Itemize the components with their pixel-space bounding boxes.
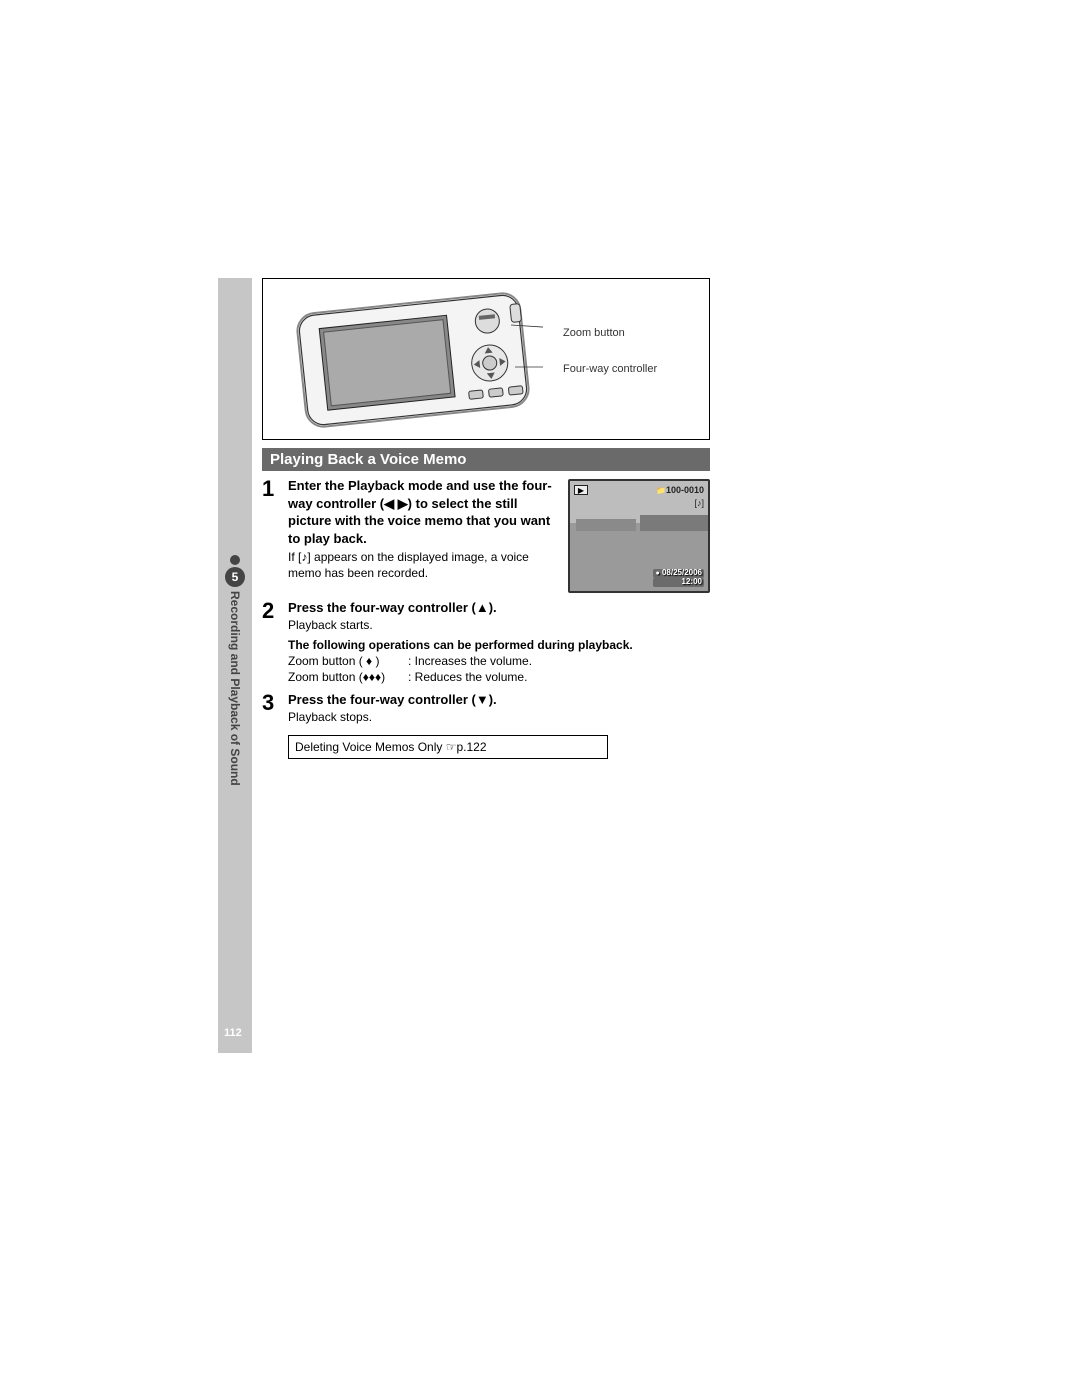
zoom-out-row: Zoom button (♦♦♦) : Reduces the volume. xyxy=(288,669,710,685)
step-2-sub1: Playback starts. xyxy=(288,617,710,633)
step-2-ops-heading: The following operations can be performe… xyxy=(288,637,710,653)
step-3: 3 Press the four-way controller (▼). Pla… xyxy=(262,691,710,725)
step-1-note: If [♪] appears on the displayed image, a… xyxy=(288,549,562,581)
reference-box: Deleting Voice Memos Only ☞p.122 xyxy=(288,735,608,759)
camera-illustration xyxy=(283,285,543,435)
lcd-scene-building-1 xyxy=(576,519,636,531)
camera-diagram-box: Zoom button Four-way controller xyxy=(262,278,710,440)
playback-mode-icon: ▶ xyxy=(574,485,588,495)
voice-memo-icon: [♪] xyxy=(694,497,704,509)
page-number: 112 xyxy=(224,1027,242,1039)
step-1-note-pre: If xyxy=(288,550,298,564)
voice-memo-glyph-icon: [♪] xyxy=(298,550,311,564)
zoom-in-label: Zoom button ( ♦ ) xyxy=(288,653,408,669)
lcd-preview: ▶ 📁100-0010 [♪] ● 08/25/2006 12:00 xyxy=(568,479,710,593)
step-1-title: Enter the Playback mode and use the four… xyxy=(288,477,562,547)
step-2: 2 Press the four-way controller (▲). Pla… xyxy=(262,599,710,685)
lcd-scene-building-2 xyxy=(640,515,708,531)
step-3-sub1: Playback stops. xyxy=(288,709,710,725)
step-3-number: 3 xyxy=(262,691,288,725)
step-3-title: Press the four-way controller (▼). xyxy=(288,691,710,709)
main-content: Zoom button Four-way controller Playing … xyxy=(262,278,710,759)
four-way-label: Four-way controller xyxy=(563,363,657,375)
step-1-number: 1 xyxy=(262,477,288,593)
zoom-in-action: : Increases the volume. xyxy=(408,653,532,669)
zoom-out-label: Zoom button (♦♦♦) xyxy=(288,669,408,685)
lcd-datetime: ● 08/25/2006 12:00 xyxy=(653,569,704,587)
chapter-badge: 5 Recording and Playback of Sound xyxy=(222,555,248,786)
lcd-date: 08/25/2006 xyxy=(662,568,702,577)
step-2-number: 2 xyxy=(262,599,288,685)
step-2-title: Press the four-way controller (▲). xyxy=(288,599,710,617)
lcd-time: 12:00 xyxy=(653,578,704,587)
folder-number-text: 100-0010 xyxy=(666,485,704,495)
chapter-title: Recording and Playback of Sound xyxy=(228,591,242,786)
zoom-button-label: Zoom button xyxy=(563,327,625,339)
step-1: 1 Enter the Playback mode and use the fo… xyxy=(262,477,710,593)
zoom-in-row: Zoom button ( ♦ ) : Increases the volume… xyxy=(288,653,710,669)
step-1-note-post: appears on the displayed image, a voice … xyxy=(288,550,529,580)
folder-number: 📁100-0010 xyxy=(656,484,704,497)
badge-knob-icon xyxy=(230,555,240,565)
section-header: Playing Back a Voice Memo xyxy=(262,448,710,471)
zoom-out-action: : Reduces the volume. xyxy=(408,669,527,685)
chapter-number: 5 xyxy=(225,567,245,587)
